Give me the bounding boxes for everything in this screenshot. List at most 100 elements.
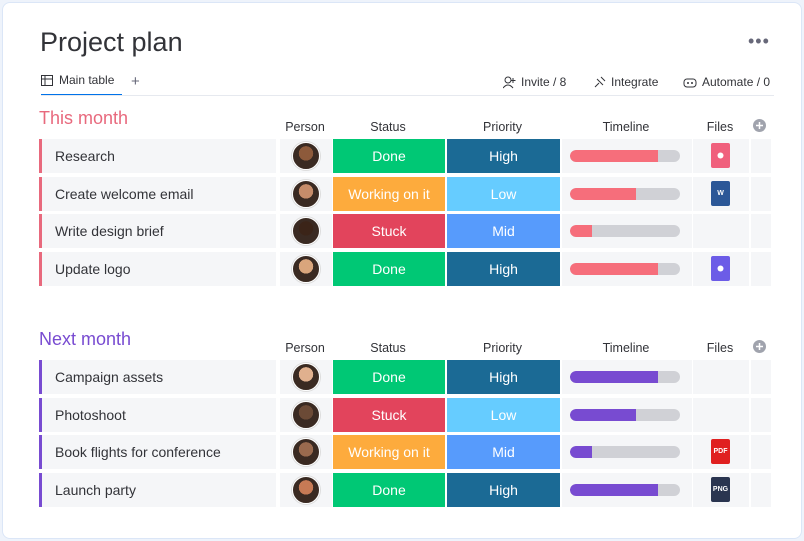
item-name[interactable]: Research xyxy=(39,139,276,173)
timeline-cell xyxy=(562,252,692,287)
person-cell xyxy=(280,360,332,394)
timeline-track xyxy=(570,225,680,238)
item-name[interactable]: Update logo xyxy=(39,252,276,287)
column-header: Status xyxy=(370,120,406,134)
item-name[interactable]: Campaign assets xyxy=(39,360,276,394)
item-name[interactable]: Book flights for conference xyxy=(39,435,276,470)
priority-pill[interactable]: Low xyxy=(447,176,560,211)
files-cell: PNG xyxy=(693,473,749,508)
person-cell xyxy=(280,435,332,470)
more-menu[interactable]: ••• xyxy=(748,31,770,51)
files-cell xyxy=(693,397,749,432)
status-pill[interactable]: Done xyxy=(333,139,445,173)
file-icon[interactable] xyxy=(711,256,730,282)
status-pill[interactable]: Stuck xyxy=(333,397,445,432)
person-cell xyxy=(280,139,332,173)
tab[interactable]: Main table xyxy=(41,73,114,87)
column-header: Timeline xyxy=(602,341,650,355)
person-cell xyxy=(280,176,332,211)
column-header: Files xyxy=(706,341,734,355)
timeline-bar xyxy=(570,150,658,162)
priority-pill[interactable]: Mid xyxy=(447,214,560,249)
timeline-cell xyxy=(562,360,692,394)
timeline-track xyxy=(570,263,680,276)
item-name[interactable]: Launch party xyxy=(39,473,276,508)
avatar xyxy=(292,179,320,208)
files-cell: W xyxy=(693,176,749,211)
table-icon xyxy=(41,74,53,86)
status-pill[interactable]: Working on it xyxy=(333,176,445,211)
priority-pill[interactable]: High xyxy=(447,360,560,394)
add-tab[interactable]: + xyxy=(131,73,140,90)
file-icon[interactable]: W xyxy=(711,180,730,206)
avatar xyxy=(292,217,320,246)
status-pill[interactable]: Done xyxy=(333,252,445,287)
item-name[interactable]: Write design brief xyxy=(39,214,276,249)
timeline-track xyxy=(570,484,680,497)
timeline-track xyxy=(570,187,680,200)
group-title: Next month xyxy=(39,329,132,349)
avatar xyxy=(292,142,320,170)
timeline-cell xyxy=(562,473,692,508)
add-column[interactable] xyxy=(753,340,766,353)
column-header: Status xyxy=(370,341,406,355)
group-title: This month xyxy=(39,108,129,128)
toolbar-label: Invite / 8 xyxy=(521,75,567,89)
column-header: Person xyxy=(285,120,325,134)
priority-pill[interactable]: Low xyxy=(447,397,560,432)
plus-icon xyxy=(756,343,763,350)
priority-pill[interactable]: High xyxy=(447,473,560,508)
timeline-track xyxy=(570,371,680,383)
files-cell xyxy=(693,139,749,173)
integrate-button[interactable]: Integrate xyxy=(593,75,658,89)
timeline-bar xyxy=(570,225,592,238)
status-pill[interactable]: Stuck xyxy=(333,214,445,249)
files-cell xyxy=(693,214,749,249)
avatar xyxy=(292,438,320,467)
avatar xyxy=(292,363,320,391)
file-glyph xyxy=(717,152,724,159)
timeline-bar xyxy=(570,446,592,459)
person-cell xyxy=(280,252,332,287)
separator xyxy=(41,95,774,96)
extra-cell xyxy=(751,176,771,211)
status-pill[interactable]: Done xyxy=(333,360,445,394)
extra-cell xyxy=(751,252,771,287)
priority-pill[interactable]: Mid xyxy=(447,435,560,470)
plus-icon xyxy=(756,122,763,129)
invite-icon xyxy=(503,76,516,88)
extra-cell xyxy=(751,473,771,508)
tab-label: Main table xyxy=(59,73,115,87)
priority-pill[interactable]: High xyxy=(447,252,560,287)
add-column[interactable] xyxy=(753,119,766,132)
timeline-cell xyxy=(562,214,692,249)
status-pill[interactable]: Working on it xyxy=(333,435,445,470)
timeline-track xyxy=(570,150,680,162)
avatar xyxy=(292,255,320,284)
automate-button[interactable]: Automate / 0 xyxy=(683,75,770,89)
timeline-cell xyxy=(562,176,692,211)
timeline-track xyxy=(570,408,680,421)
item-name[interactable]: Create welcome email xyxy=(39,176,276,211)
file-icon[interactable] xyxy=(711,143,730,168)
timeline-bar xyxy=(570,484,658,497)
status-pill[interactable]: Done xyxy=(333,473,445,508)
priority-pill[interactable]: High xyxy=(447,139,560,173)
person-cell xyxy=(280,473,332,508)
item-name[interactable]: Photoshoot xyxy=(39,397,276,432)
file-icon[interactable]: PDF xyxy=(711,439,730,465)
files-cell xyxy=(693,252,749,287)
avatar xyxy=(292,476,320,505)
timeline-cell xyxy=(562,139,692,173)
invite-button[interactable]: Invite / 8 xyxy=(503,75,566,89)
files-cell xyxy=(693,360,749,394)
timeline-bar xyxy=(570,263,658,276)
column-header: Priority xyxy=(483,341,522,355)
extra-cell xyxy=(751,139,771,173)
file-glyph xyxy=(717,265,724,272)
timeline-bar xyxy=(570,371,658,383)
timeline-bar xyxy=(570,187,636,200)
timeline-cell xyxy=(562,397,692,432)
file-icon[interactable]: PNG xyxy=(711,477,730,503)
files-cell: PDF xyxy=(693,435,749,470)
